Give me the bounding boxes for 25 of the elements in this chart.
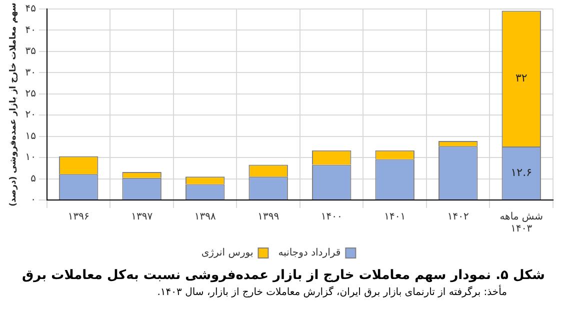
x-tick-label: ۱۴۰۰ bbox=[320, 212, 342, 223]
y-tick-label: ۴۰ bbox=[25, 24, 36, 36]
y-tick-label: ۳۵ bbox=[25, 46, 36, 58]
x-tick-label: ۱۳۹۸ bbox=[194, 212, 216, 223]
x-tick-label: ۱۴۰۱ bbox=[384, 212, 406, 223]
y-tick-label: ۴۵ bbox=[25, 4, 36, 15]
x-tick-label: شش ماهه ۱۴۰۳ bbox=[500, 212, 544, 235]
x-tick-label: ۱۴۰۲ bbox=[447, 212, 469, 223]
legend-label: بورس انرژی bbox=[201, 248, 254, 259]
y-tick-label: ۱۰ bbox=[25, 152, 36, 164]
text: شکل ۵. نمودار سهم معاملات خارج از بازار عمده‌فروشی نسبت به‌کل معاملات برق bbox=[21, 268, 546, 283]
x-tick-label: ۱۳۹۷ bbox=[131, 212, 154, 223]
y-axis-title: سهم معاملات خارج از بازار عمده‌فروشی (درصد) bbox=[8, 2, 18, 206]
x-tick-label: ۱۳۹۶ bbox=[68, 212, 90, 223]
data-label: ۱۲.۶ bbox=[510, 166, 532, 179]
y-tick-label: ۵ bbox=[30, 173, 36, 184]
legend-label: قرارداد دوجانبه bbox=[278, 248, 341, 259]
x-tick-label: ۱۳۹۹ bbox=[258, 212, 280, 223]
y-tick-label: ۱۵ bbox=[25, 130, 36, 142]
y-tick-label: ۲۵ bbox=[25, 88, 36, 100]
text: مأخذ: برگرفته از تارنمای بازار برق ایران، گزارش معاملات خارج از بازار، سال ۱۴۰۳. bbox=[156, 287, 508, 298]
y-tick-label: ۲۰ bbox=[25, 110, 36, 121]
y-tick-label: ۳۰ bbox=[25, 67, 36, 78]
y-tick-label: ۰ bbox=[30, 194, 36, 206]
data-label: ۳۲ bbox=[515, 71, 528, 84]
